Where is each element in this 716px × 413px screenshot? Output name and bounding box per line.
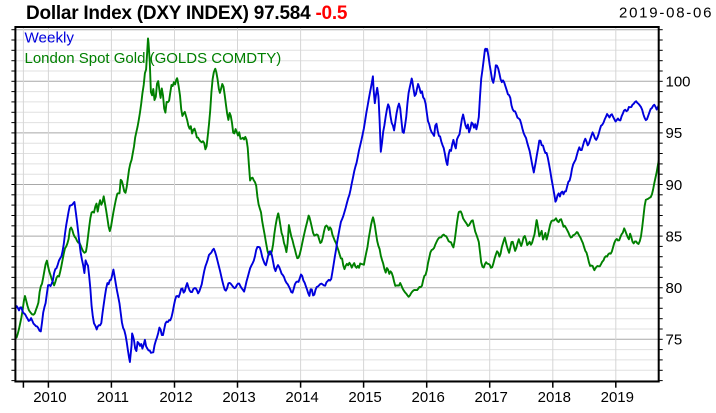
svg-text:2019-08-06: 2019-08-06 (619, 5, 713, 22)
svg-text:2012: 2012 (159, 389, 192, 406)
svg-text:London Spot Gold (GOLDS COMDTY: London Spot Gold (GOLDS COMDTY) (25, 50, 282, 67)
svg-text:2010: 2010 (33, 389, 66, 406)
svg-text:75: 75 (666, 332, 683, 349)
svg-text:Dollar Index (DXY INDEX) 97.58: Dollar Index (DXY INDEX) 97.584 -0.5 (26, 3, 348, 24)
svg-text:2015: 2015 (348, 389, 381, 406)
svg-text:2014: 2014 (285, 389, 318, 406)
svg-text:2013: 2013 (222, 389, 255, 406)
svg-text:95: 95 (666, 125, 683, 142)
svg-text:2011: 2011 (97, 389, 129, 406)
svg-text:2018: 2018 (538, 389, 571, 406)
svg-text:90: 90 (666, 177, 683, 194)
svg-text:2019: 2019 (601, 389, 634, 406)
svg-text:100: 100 (666, 74, 691, 91)
svg-text:2016: 2016 (412, 389, 445, 406)
svg-text:2017: 2017 (475, 389, 508, 406)
svg-text:85: 85 (666, 228, 683, 245)
svg-text:80: 80 (666, 280, 683, 297)
svg-text:Weekly: Weekly (25, 30, 75, 47)
